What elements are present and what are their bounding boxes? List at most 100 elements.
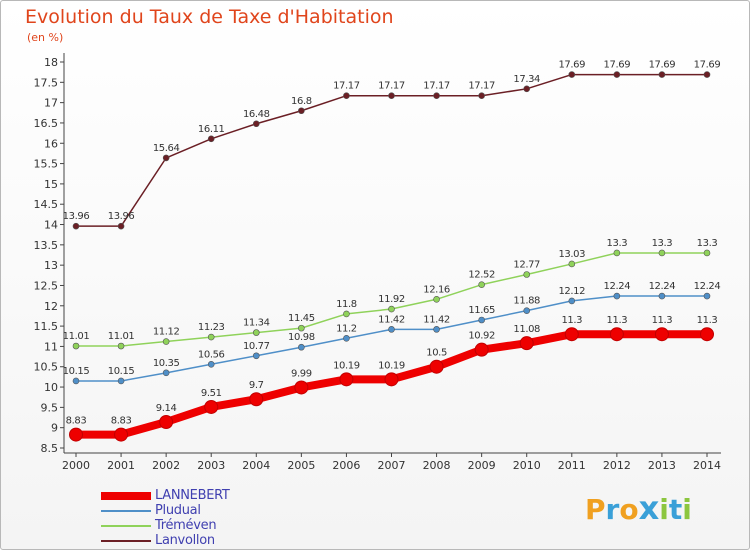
data-point-lannebert bbox=[654, 327, 669, 342]
data-label-pludual: 12.24 bbox=[694, 281, 721, 292]
data-label-lannebert: 10.5 bbox=[426, 348, 447, 359]
data-point-pludual bbox=[703, 292, 711, 300]
data-point-lanvollon bbox=[207, 135, 215, 143]
y-tick-label: 17 bbox=[44, 97, 58, 110]
data-label-tremeven: 12.16 bbox=[423, 284, 450, 295]
data-label-tremeven: 12.52 bbox=[468, 270, 495, 281]
data-label-lannebert: 8.83 bbox=[66, 416, 87, 427]
y-tick-label: 9 bbox=[51, 422, 58, 435]
data-point-pludual bbox=[568, 297, 576, 305]
x-tick-label: 2014 bbox=[693, 459, 721, 472]
data-label-lanvollon: 16.8 bbox=[291, 96, 312, 107]
logo-letter: i bbox=[659, 493, 669, 526]
data-point-pludual bbox=[613, 292, 621, 300]
data-point-lanvollon bbox=[433, 92, 440, 100]
data-label-tremeven: 11.34 bbox=[243, 318, 270, 329]
legend-item: Lanvollon bbox=[101, 533, 230, 548]
data-label-lanvollon: 16.48 bbox=[243, 109, 270, 120]
data-point-tremeven bbox=[478, 281, 485, 288]
data-label-tremeven: 13.3 bbox=[607, 238, 628, 249]
data-label-lannebert: 11.3 bbox=[652, 315, 673, 326]
y-tick-label: 11.5 bbox=[34, 320, 59, 333]
legend-swatch bbox=[101, 509, 151, 512]
y-tick-label: 17.5 bbox=[34, 76, 59, 89]
data-point-pludual bbox=[433, 326, 440, 333]
data-label-lanvollon: 17.69 bbox=[604, 60, 631, 71]
data-point-lanvollon bbox=[117, 222, 125, 230]
data-label-lannebert: 11.3 bbox=[561, 315, 582, 326]
y-tick-label: 10.5 bbox=[34, 361, 59, 374]
data-point-tremeven bbox=[433, 295, 440, 303]
data-point-tremeven bbox=[658, 249, 666, 257]
data-label-tremeven: 11.01 bbox=[63, 331, 90, 342]
data-label-tremeven: 12.77 bbox=[513, 260, 540, 271]
data-label-lanvollon: 17.34 bbox=[513, 74, 540, 85]
chart-title: Evolution du Taux de Taxe d'Habitation bbox=[25, 6, 394, 28]
data-label-tremeven: 13.3 bbox=[652, 238, 673, 249]
data-point-lanvollon bbox=[613, 71, 621, 78]
data-label-tremeven: 11.01 bbox=[108, 331, 135, 342]
data-label-pludual: 10.35 bbox=[153, 358, 180, 369]
data-label-tremeven: 11.8 bbox=[336, 299, 357, 310]
data-point-pludual bbox=[252, 352, 260, 360]
data-point-pludual bbox=[117, 377, 125, 385]
data-label-pludual: 12.12 bbox=[558, 286, 585, 297]
data-point-lanvollon bbox=[252, 120, 260, 128]
data-point-lannebert bbox=[159, 414, 174, 429]
x-tick-label: 2009 bbox=[468, 459, 496, 472]
y-tick-label: 14.5 bbox=[34, 198, 59, 211]
data-point-lannebert bbox=[294, 380, 309, 395]
x-tick-label: 2011 bbox=[558, 459, 586, 472]
legend-item: Pludual bbox=[101, 503, 230, 518]
data-point-lannebert bbox=[519, 336, 534, 351]
data-label-lannebert: 11.3 bbox=[607, 315, 628, 326]
data-label-lannebert: 9.99 bbox=[291, 368, 312, 379]
x-tick-label: 2003 bbox=[197, 459, 225, 472]
data-label-pludual: 11.42 bbox=[378, 314, 405, 325]
data-point-pludual bbox=[162, 369, 170, 377]
data-label-lannebert: 10.92 bbox=[468, 331, 495, 342]
data-point-lannebert bbox=[564, 327, 579, 342]
data-point-lanvollon bbox=[478, 92, 485, 100]
data-label-pludual: 12.24 bbox=[604, 281, 631, 292]
x-tick-label: 2007 bbox=[378, 459, 406, 472]
x-tick-label: 2006 bbox=[332, 459, 360, 472]
data-label-tremeven: 11.92 bbox=[378, 294, 405, 305]
data-point-tremeven bbox=[298, 324, 305, 332]
data-label-lanvollon: 17.17 bbox=[378, 81, 405, 92]
data-point-tremeven bbox=[72, 342, 80, 350]
y-tick-label: 13.5 bbox=[34, 239, 59, 252]
data-point-tremeven bbox=[523, 271, 531, 278]
data-point-pludual bbox=[207, 360, 215, 368]
data-point-lannebert bbox=[384, 372, 399, 387]
x-tick-label: 2010 bbox=[513, 459, 541, 472]
data-label-lanvollon: 17.17 bbox=[468, 81, 495, 92]
legend-swatch bbox=[101, 491, 151, 500]
x-tick-label: 2004 bbox=[242, 459, 270, 472]
data-point-lannebert bbox=[474, 342, 489, 357]
logo-letter: t bbox=[668, 493, 683, 526]
x-tick-label: 2001 bbox=[107, 459, 135, 472]
data-label-pludual: 11.88 bbox=[513, 296, 540, 307]
y-tick-label: 8.5 bbox=[41, 442, 59, 455]
data-label-tremeven: 11.23 bbox=[198, 322, 225, 333]
data-point-lannebert bbox=[249, 392, 264, 407]
logo-letter: o bbox=[619, 493, 639, 526]
data-point-lanvollon bbox=[568, 71, 576, 78]
data-label-lanvollon: 17.69 bbox=[649, 60, 676, 71]
data-point-lannebert bbox=[609, 327, 624, 342]
chart-unit-label: (en %) bbox=[27, 31, 64, 44]
data-label-lannebert: 8.83 bbox=[111, 416, 132, 427]
chart-legend: LANNEBERT Pludual Tréméven Lanvollon bbox=[101, 488, 230, 548]
legend-label: Pludual bbox=[155, 503, 201, 518]
data-point-tremeven bbox=[252, 329, 260, 336]
data-label-pludual: 10.98 bbox=[288, 332, 315, 343]
data-label-pludual: 10.15 bbox=[108, 366, 135, 377]
x-tick-label: 2005 bbox=[287, 459, 315, 472]
legend-label: LANNEBERT bbox=[155, 488, 230, 503]
data-point-lanvollon bbox=[72, 222, 80, 230]
data-label-lanvollon: 17.69 bbox=[558, 60, 585, 71]
data-label-pludual: 12.24 bbox=[649, 281, 676, 292]
